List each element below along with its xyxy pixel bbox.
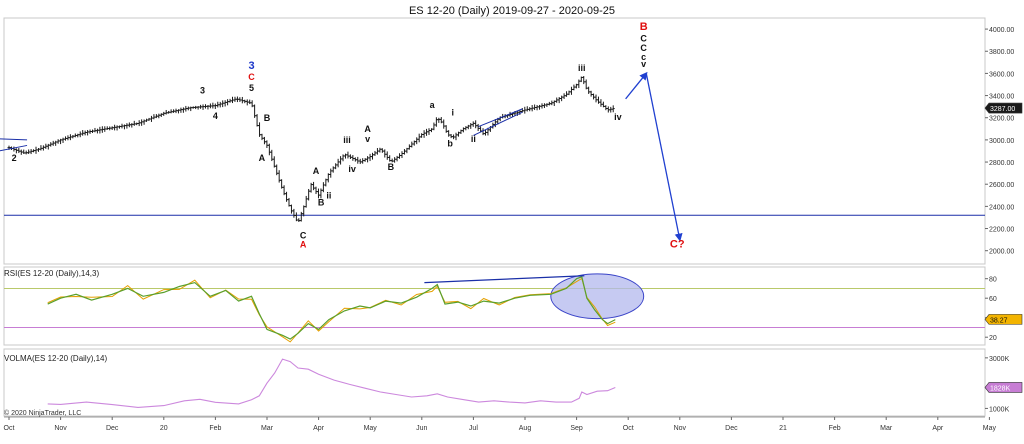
wave-label: c [641, 52, 646, 62]
time-tick-label: Nov [54, 425, 67, 432]
copyright-text: © 2020 NinjaTrader, LLC [4, 409, 81, 417]
wave-label: ii [326, 191, 331, 201]
trendline [0, 138, 28, 141]
wave-label: i [452, 108, 455, 118]
price-axis-tick-label: 3800.00 [989, 49, 1014, 56]
wave-label: C [248, 72, 255, 82]
rsi-value-badge: 38.27 [990, 317, 1008, 324]
time-tick-label: Nov [674, 425, 687, 432]
rsi-highlight-ellipse [550, 273, 645, 320]
rsi-panel[interactable]: 2040608038.27 [3, 266, 1023, 346]
wave-label: b [447, 139, 453, 149]
wave-label: A [313, 166, 320, 176]
time-tick-label: Mar [261, 425, 274, 432]
wave-label: iii [578, 63, 586, 73]
price-axis-tick-label: 2200.00 [989, 227, 1014, 234]
volma-axis-tick-label: 3000K [989, 356, 1010, 363]
wave-label: B [264, 113, 271, 123]
last-price-badge: 3287.00 [990, 106, 1015, 113]
time-tick-label: Aug [519, 425, 532, 432]
volma-value-badge: 1828K [990, 385, 1011, 392]
price-axis-tick-label: 3400.00 [989, 94, 1014, 101]
price-axis-tick-label: 2000.00 [989, 249, 1014, 256]
wave-label: iv [614, 112, 622, 122]
rsi-axis-tick-label: 80 [989, 277, 997, 284]
wave-label: B [640, 21, 648, 33]
wave-label: v [365, 134, 370, 144]
chart-title: ES 12-20 (Daily) 2019-09-27 - 2020-09-25 [409, 5, 615, 17]
price-axis-tick-label: 3200.00 [989, 116, 1014, 123]
wave-label: B [388, 162, 395, 172]
wave-label: A [259, 153, 266, 163]
time-tick-label: 20 [160, 425, 168, 432]
price-axis-frame [3, 17, 986, 265]
time-tick-label: Jun [416, 425, 427, 432]
projection-arrow [645, 73, 683, 242]
time-tick-label: Mar [880, 425, 893, 432]
time-tick-label: Sep [570, 425, 583, 432]
volma-panel-title: VOLMA(ES 12-20 (Daily),14) [4, 354, 107, 363]
wave-label: 5 [249, 83, 254, 93]
wave-label: 3 [200, 85, 205, 95]
projection-arrow [625, 71, 648, 100]
price-axis-tick-label: 3000.00 [989, 138, 1014, 145]
wave-label: iii [343, 135, 351, 145]
wave-label: iv [348, 164, 356, 174]
wave-label: B [318, 197, 325, 207]
volma-value-badge-bg [984, 382, 1023, 393]
time-tick-label: Apr [932, 425, 944, 432]
wave-label: A [300, 239, 307, 249]
time-tick-label: Dec [106, 425, 119, 432]
price-axis-tick-label: 2800.00 [989, 160, 1014, 167]
time-axis: Oct Nov Dec 20 Feb Mar Apr May Jun Jul Aug Sep Oct No… [4, 416, 997, 432]
price-axis-tick-label: 4000.00 [989, 27, 1014, 34]
rsi-trendline [424, 275, 585, 284]
rsi-axis-frame [3, 266, 986, 346]
price-axis-tick-label: 2600.00 [989, 182, 1014, 189]
last-price-badge-bg [984, 102, 1023, 114]
wave-label: v [641, 59, 646, 69]
volma-line [47, 358, 616, 408]
rsi-value-badge-bg [984, 314, 1023, 325]
wave-label: C [640, 33, 647, 43]
volma-axis-tick-label: 1000K [989, 406, 1010, 413]
rsi-panel-title: RSI(ES 12-20 (Daily),14,3) [4, 269, 99, 278]
time-tick-label: 21 [779, 425, 787, 432]
wave-label: C [640, 43, 647, 53]
wave-label: 4 [213, 111, 218, 121]
price-axis-tick-label: 2400.00 [989, 204, 1014, 211]
trendline [0, 144, 28, 152]
wave-label: 3 [248, 60, 254, 72]
trendline [473, 111, 523, 136]
price-panel[interactable]: 2000.00 2200.00 2400.00 2600.00 2800.00 3000.… [0, 17, 1023, 265]
time-tick-label: Dec [725, 425, 738, 432]
time-tick-label: Oct [623, 425, 634, 432]
time-tick-label: Oct [4, 425, 15, 432]
time-tick-label: Apr [313, 425, 325, 432]
wave-label: ii [471, 134, 476, 144]
rsi-axis-tick-label: 60 [989, 296, 997, 303]
time-tick-label: May [364, 425, 378, 432]
wave-label: a [430, 100, 436, 110]
rsi-axis-tick-label: 20 [989, 335, 997, 342]
price-axis-tick-label: 3600.00 [989, 71, 1014, 78]
trendline [478, 108, 523, 128]
wave-label: C [300, 231, 307, 241]
time-tick-label: Feb [829, 425, 841, 432]
rsi-line [47, 276, 616, 340]
wave-label: C? [670, 238, 685, 250]
time-tick-label: May [983, 425, 997, 432]
time-tick-label: Jul [469, 425, 478, 432]
wave-label: 2 [12, 153, 17, 163]
time-tick-label: Feb [209, 425, 221, 432]
volma-panel[interactable]: 1000K 3000K 1828K [3, 348, 1023, 417]
wave-label: A [364, 124, 371, 134]
